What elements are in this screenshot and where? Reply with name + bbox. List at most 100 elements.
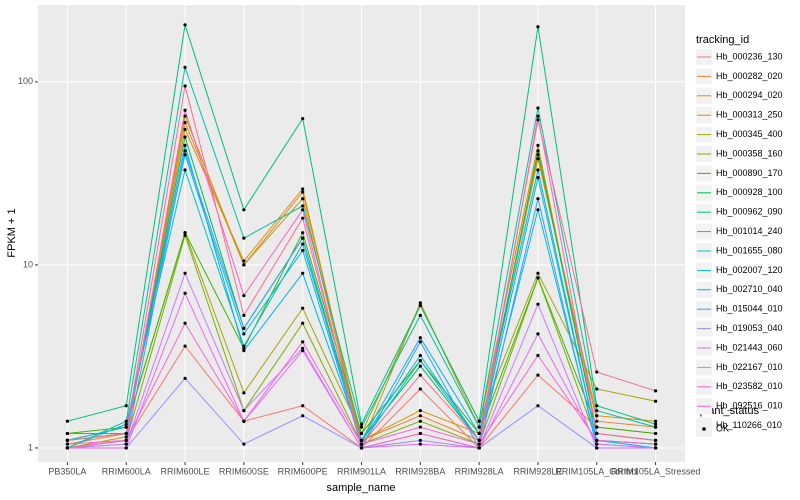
data-point	[183, 344, 187, 348]
data-point	[536, 197, 540, 201]
x-tick-label: PB350LA	[48, 466, 86, 476]
data-point	[653, 389, 658, 393]
data-point	[301, 216, 305, 220]
x-tick-label: RRIM928BA	[395, 466, 445, 476]
data-point	[653, 446, 658, 450]
data-point	[242, 346, 246, 350]
x-tick-label: RRIM901LA	[337, 466, 386, 476]
data-point	[65, 442, 70, 446]
data-point	[183, 84, 187, 88]
data-point	[418, 438, 422, 442]
data-point	[242, 259, 246, 263]
legend-label: Hb_021443_060	[716, 342, 783, 352]
legend-label: Hb_001014_240	[716, 226, 783, 236]
data-point	[595, 431, 599, 436]
y-tick-label: 100	[18, 76, 33, 86]
data-point	[65, 438, 70, 442]
data-point	[183, 376, 187, 380]
legend-label: Hb_000890_170	[716, 168, 783, 178]
data-point	[301, 242, 305, 246]
y-axis-title: FPKM + 1	[6, 208, 18, 257]
data-point	[301, 116, 305, 121]
data-point	[183, 120, 187, 125]
data-point	[536, 25, 540, 29]
data-point	[536, 373, 540, 377]
data-point	[183, 153, 187, 157]
data-point	[242, 391, 246, 395]
legend-label: Hb_110266_010	[716, 420, 782, 430]
data-point	[301, 231, 305, 235]
data-point	[653, 442, 658, 446]
data-point	[242, 419, 246, 423]
data-point	[595, 408, 599, 413]
legend-label: OK	[716, 423, 729, 433]
data-point	[595, 370, 599, 374]
data-point	[418, 364, 422, 368]
data-point	[301, 340, 305, 344]
data-point	[418, 414, 422, 418]
data-point	[595, 438, 599, 442]
data-point	[477, 442, 481, 446]
data-point	[536, 153, 540, 157]
data-point	[653, 431, 658, 436]
data-point	[595, 404, 599, 408]
legend-label: Hb_000928_100	[716, 187, 783, 197]
data-point	[536, 114, 540, 118]
data-point	[301, 204, 305, 208]
x-tick-label: RRIM600LA	[102, 466, 151, 476]
data-point	[183, 291, 187, 295]
data-point	[536, 175, 540, 180]
data-point	[242, 442, 246, 446]
data-point	[301, 321, 305, 325]
data-point	[301, 248, 305, 253]
data-point	[183, 271, 187, 275]
data-point	[65, 446, 70, 450]
data-point	[183, 65, 187, 69]
data-point	[242, 208, 246, 212]
data-point	[418, 353, 422, 358]
x-tick-label: RRIM105LA_Stressed	[611, 466, 701, 476]
data-point	[653, 419, 658, 423]
y-tick-label: 10	[23, 259, 33, 269]
legend-label: Hb_000962_090	[716, 207, 783, 217]
data-point	[183, 23, 187, 27]
data-point	[418, 373, 422, 377]
data-point	[359, 425, 364, 429]
data-point	[124, 446, 128, 450]
data-point	[536, 404, 540, 408]
data-point	[183, 135, 187, 139]
data-point	[359, 442, 364, 446]
data-point	[183, 233, 187, 237]
data-point	[595, 442, 599, 446]
data-point	[653, 399, 658, 403]
legend-label: Hb_000313_250	[716, 110, 783, 120]
data-point	[477, 419, 481, 423]
data-point	[536, 157, 540, 161]
data-point	[595, 425, 599, 429]
data-point	[301, 306, 305, 310]
data-point	[301, 197, 305, 201]
data-point	[653, 422, 658, 426]
data-point	[359, 431, 364, 436]
legend-label: Hb_000282_020	[716, 71, 783, 81]
data-point	[301, 236, 305, 240]
data-point	[124, 431, 128, 436]
data-point	[536, 353, 540, 358]
data-point	[183, 108, 187, 112]
data-point	[65, 431, 70, 436]
data-point	[418, 313, 422, 317]
x-tick-label: RRIM105LA_Control	[555, 466, 638, 476]
x-tick-label: RRIM600LE	[161, 466, 210, 476]
data-point	[242, 293, 246, 298]
x-tick-label: RRIM928LE	[513, 466, 562, 476]
data-point	[653, 438, 658, 442]
data-point	[183, 127, 187, 131]
legend-label: Hb_002007_120	[716, 265, 783, 275]
data-point	[418, 301, 422, 305]
legend-label: Hb_000294_020	[716, 90, 783, 100]
data-point	[359, 446, 364, 450]
data-point	[595, 446, 599, 450]
data-point	[124, 435, 128, 439]
data-point	[418, 387, 422, 391]
data-point	[595, 419, 599, 423]
